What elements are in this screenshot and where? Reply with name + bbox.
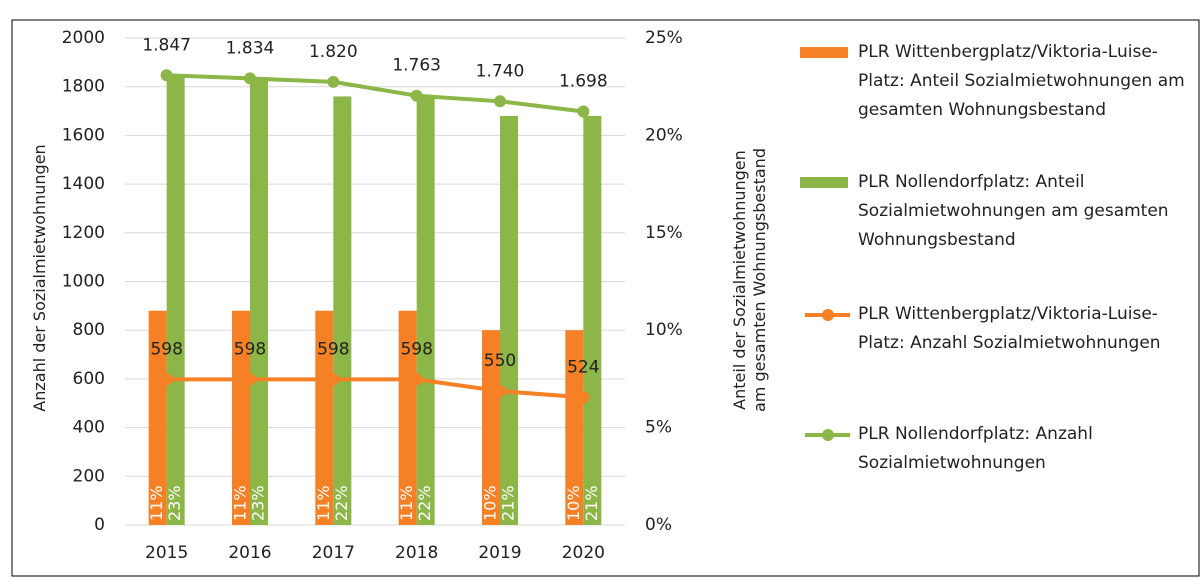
y-tick-label: 1000 [62,272,105,292]
bar [232,310,250,525]
line-point [410,373,423,386]
line-value-label: 524 [567,357,599,377]
x-tick-label: 2020 [562,543,605,563]
line-point [244,373,256,386]
line-value-label: 598 [234,339,266,359]
y-tick-label: 400 [73,418,105,438]
bar-value-label: 11% [231,485,250,521]
line-point [410,89,423,102]
bar [500,115,518,526]
x-tick-label: 2015 [145,543,188,563]
y-tick-label: 1400 [62,174,105,194]
line-point [494,385,506,398]
x-tick-label: 2016 [228,543,271,563]
line-point [494,95,506,108]
y2-axis-label: Anteil der Sozialmietwohnungen am gesamt… [730,148,769,412]
bar [398,310,417,525]
line-point [327,75,340,88]
bar-value-label: 21% [499,485,518,521]
line-point [244,72,256,85]
bar [583,115,602,526]
line-value-label: 598 [400,339,432,359]
line-point [160,69,173,82]
bar [482,330,500,525]
bar [315,310,334,525]
x-tick-label: 2017 [312,543,355,563]
bar-value-label: 23% [165,485,184,521]
y-tick-label: 600 [73,369,105,389]
y-tick-label: 0 [94,515,105,535]
bar [166,76,185,526]
line-value-label: 1.763 [392,56,441,76]
legend-label: PLR Nollendorfplatz: Anzahl Sozialmietwo… [858,424,1093,473]
y-axis-label: Anzahl der Sozialmietwohnungen [30,144,49,412]
legend-swatch [800,177,848,188]
legend-label: PLR Nollendorfplatz: Anteil Sozialmietwo… [858,172,1169,250]
y-tick-label: 1800 [62,77,105,97]
line [166,73,584,114]
line-value-label: 1.820 [309,42,358,62]
y2-tick-label: 0% [645,515,672,535]
legend-label: PLR Wittenbergplatz/Viktoria-Luise-Platz… [858,304,1161,353]
line-value-label: 550 [484,351,516,371]
line-point [327,373,340,386]
line-value-label: 1.834 [226,38,275,58]
bar-value-label: 22% [332,485,351,521]
bar-value-label: 10% [481,485,500,521]
bar-value-label: 11% [314,485,333,521]
y2-tick-label: 10% [645,320,683,340]
line-value-label: 1.847 [142,35,191,55]
bar-value-label: 10% [564,485,583,521]
y-tick-label: 2000 [62,28,105,48]
line-point [160,373,173,386]
line-value-label: 598 [317,339,349,359]
bar [250,76,268,526]
y2-tick-label: 20% [645,125,683,145]
y2-tick-label: 5% [645,418,672,438]
legend-swatch [822,429,834,441]
bar [565,330,584,525]
bar [333,96,352,525]
line [166,377,584,400]
y-tick-label: 800 [73,320,105,340]
line-value-label: 1.698 [559,72,608,92]
y-tick-label: 1200 [62,223,105,243]
y2-tick-label: 25% [645,28,683,48]
y-tick-label: 200 [73,466,105,486]
line-point [577,105,590,118]
bar-value-label: 11% [147,485,166,521]
bar [416,96,435,525]
y2-tick-label: 15% [645,223,683,243]
bar-value-label: 22% [415,485,434,521]
line-point [577,391,590,404]
bar-value-label: 21% [582,485,601,521]
legend-swatch [822,309,834,321]
y-tick-label: 1600 [62,125,105,145]
line-value-label: 598 [150,339,182,359]
x-tick-label: 2018 [395,543,438,563]
chart-border [11,19,1200,577]
legend-label: PLR Wittenbergplatz/Viktoria-Luise-Platz… [858,42,1185,120]
bar [148,310,167,525]
legend-swatch [800,47,848,58]
x-tick-label: 2019 [478,543,521,563]
bar-value-label: 11% [397,485,416,521]
bar-value-label: 23% [249,485,268,521]
line-value-label: 1.740 [476,61,525,81]
